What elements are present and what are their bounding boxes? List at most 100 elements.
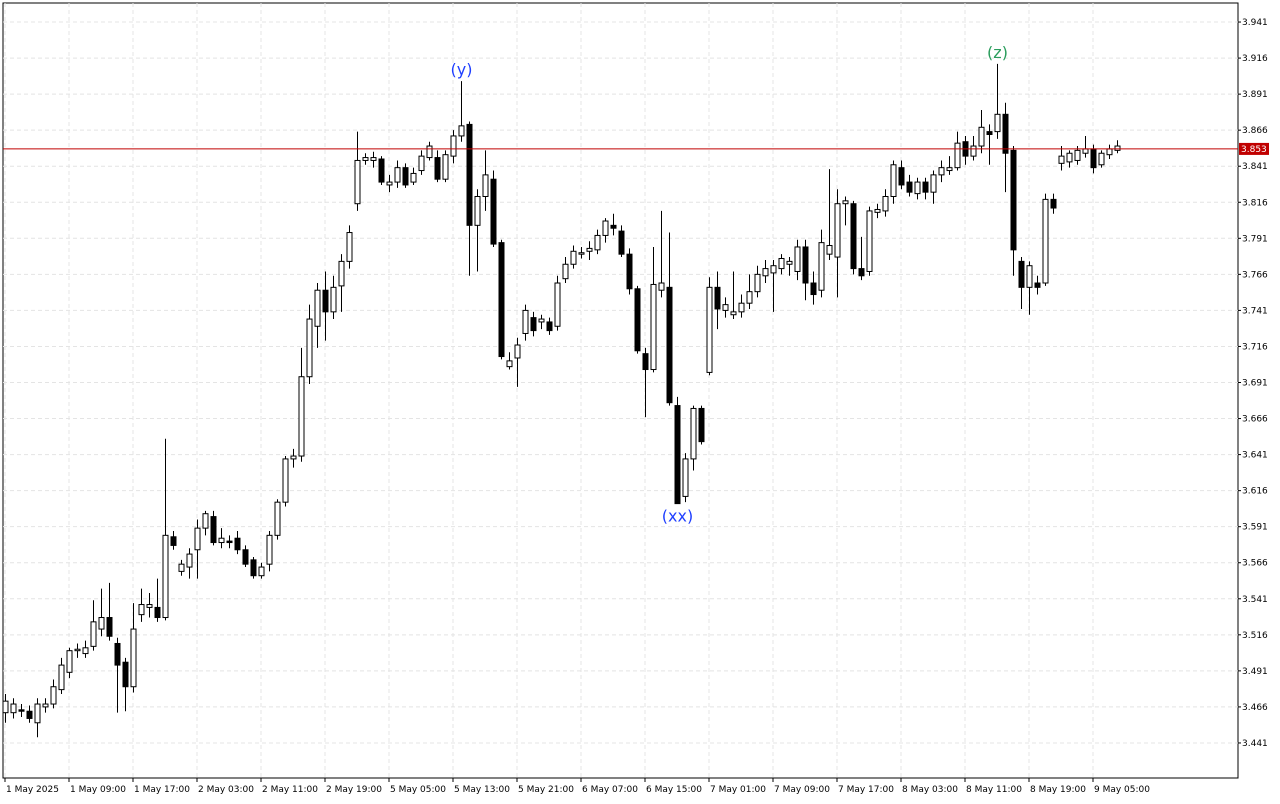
candle-body [754,273,761,293]
candle-body [202,513,209,529]
y-tick-label: 3.491 [1242,667,1268,677]
candle-body [1098,152,1105,166]
candle-body [306,318,313,378]
candle-body [762,268,769,277]
candle-body [106,617,113,637]
y-tick-label: 3.616 [1242,487,1268,497]
y-tick-label: 3.666 [1242,415,1268,425]
candle-body [98,617,105,630]
candle-body [378,158,385,183]
candle-body [410,172,417,183]
candle-body [1026,265,1033,288]
candle-body [386,181,393,186]
candle-body [1082,148,1089,154]
candle-body [594,234,601,251]
candle-body [154,606,161,619]
y-tick-label: 3.866 [1242,126,1268,136]
candle-body [514,344,521,359]
candle-body [282,458,289,503]
candle-body [82,647,89,655]
candle-body [490,178,497,245]
candle-body [186,553,193,568]
x-tick-label: 8 May 03:00 [902,785,958,795]
y-tick-label: 3.766 [1242,270,1268,280]
candle-body [994,113,1001,133]
candle-body [10,703,17,714]
candle-body [522,309,529,334]
candle-body [722,304,729,311]
candle-body [322,289,329,313]
x-tick-label: 6 May 07:00 [582,785,638,795]
x-tick-label: 1 May 2025 [6,785,59,795]
candle-body [26,710,33,719]
candle-body [810,282,817,296]
current-price-box [1239,142,1269,155]
candle-body [506,360,513,368]
candle-body [1050,198,1057,209]
candle-body [1042,198,1049,284]
wave-annotation: (y) [451,60,473,79]
candle-body [442,154,449,180]
candle-body [1114,145,1121,151]
candle-body [330,286,337,313]
candle-body [426,145,433,159]
candle-body [714,286,721,310]
candle-body [562,263,569,280]
candle-body [418,155,425,172]
candle-body [858,268,865,277]
candle-body [130,628,137,688]
candle-body [746,291,753,304]
candle-body [146,604,153,608]
candle-body [242,549,249,565]
x-tick-label: 7 May 01:00 [710,785,766,795]
y-tick-label: 3.566 [1242,559,1268,569]
candle-body [194,527,201,551]
candle-body [922,181,929,193]
candle-body [1090,148,1097,169]
candle-body [482,174,489,197]
y-tick-label: 3.441 [1242,739,1268,749]
y-tick-label: 3.541 [1242,595,1268,605]
candle-body [578,252,585,255]
candle-body [218,537,225,544]
candle-body [730,311,737,316]
candle-body [370,157,377,161]
candle-body [114,642,121,666]
y-tick-label: 3.466 [1242,703,1268,713]
plot-frame [2,2,1239,779]
x-tick-label: 2 May 19:00 [326,785,382,795]
candle-body [530,317,537,332]
candle-body [2,700,9,714]
x-tick-label: 1 May 09:00 [70,785,126,795]
x-tick-label: 7 May 17:00 [838,785,894,795]
candle-body [18,709,25,712]
candle-body [402,167,409,186]
candle-body [706,286,713,373]
candle-body [234,537,241,551]
candle-body [210,516,217,544]
y-tick-label: 3.916 [1242,54,1268,64]
candle-body [354,159,361,205]
candle-body [170,536,177,546]
candle-body [362,157,369,161]
candle-body [1010,149,1017,251]
candle-body [666,286,673,404]
candle-body [890,164,897,197]
y-tick-label: 3.816 [1242,198,1268,208]
x-tick-label: 6 May 15:00 [646,785,702,795]
x-tick-label: 8 May 11:00 [966,785,1022,795]
candle-body [850,203,857,270]
candle-body [610,224,617,229]
candle-body [778,257,785,270]
candle-body [674,405,681,505]
candle-body [682,458,689,497]
y-tick-label: 3.841 [1242,162,1268,172]
y-tick-label: 3.716 [1242,342,1268,352]
candle-body [266,534,273,565]
wave-annotation: (z) [987,43,1008,62]
candle-body [1018,260,1025,288]
candle-body [602,220,609,236]
candle-body [298,376,305,457]
candle-body [866,210,873,272]
y-tick-label: 3.641 [1242,451,1268,461]
